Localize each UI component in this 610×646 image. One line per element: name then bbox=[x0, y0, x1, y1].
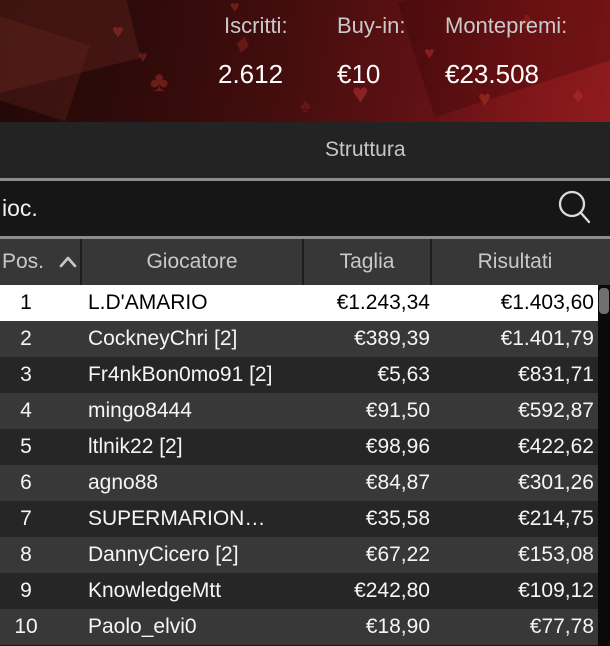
search-bar bbox=[0, 181, 610, 236]
row-stake: €389,39 bbox=[354, 327, 430, 350]
row-stake: €1.243,34 bbox=[336, 291, 430, 314]
separator bbox=[0, 178, 610, 181]
row-pos: 8 bbox=[20, 543, 32, 566]
row-player: KnowledgeMtt bbox=[88, 579, 222, 602]
row-result: €301,26 bbox=[518, 471, 594, 494]
row-stake: €35,58 bbox=[365, 507, 430, 530]
sort-asc-icon bbox=[58, 250, 78, 274]
row-result: €592,87 bbox=[518, 399, 594, 422]
scrollbar-header-cap bbox=[598, 239, 610, 285]
row-player: ltlnik22 [2] bbox=[88, 435, 183, 458]
column-header-pos[interactable]: Pos. bbox=[0, 239, 80, 285]
table-row[interactable]: 4 mingo8444 €91,50 €592,87 bbox=[0, 393, 598, 429]
tab-struttura[interactable]: Struttura bbox=[325, 138, 406, 161]
row-pos: 5 bbox=[20, 435, 32, 458]
stat-buyin: Buy-in: €10 bbox=[337, 13, 405, 90]
row-stake: €18,90 bbox=[365, 615, 430, 638]
stat-value: €10 bbox=[337, 59, 381, 89]
row-result: €214,75 bbox=[518, 507, 594, 530]
row-pos: 3 bbox=[20, 363, 32, 386]
table-row[interactable]: 10 Paolo_elvi0 €18,90 €77,78 bbox=[0, 609, 598, 645]
stat-montepremi: Montepremi: €23.508 bbox=[445, 13, 567, 90]
row-result: €77,78 bbox=[529, 615, 594, 638]
table-row[interactable]: 2 CockneyChri [2] €389,39 €1.401,79 bbox=[0, 321, 598, 357]
row-player: CockneyChri [2] bbox=[88, 327, 238, 350]
tab-bar: Struttura bbox=[0, 122, 610, 178]
separator bbox=[0, 236, 610, 239]
column-label: Risultati bbox=[477, 250, 553, 273]
column-label: Taglia bbox=[339, 250, 395, 273]
table-row[interactable]: 7 SUPERMARION… €35,58 €214,75 bbox=[0, 501, 598, 537]
tournament-banner: Iscritti: 2.612 Buy-in: €10 Montepremi: … bbox=[0, 0, 610, 122]
column-header-taglia[interactable]: Taglia bbox=[302, 239, 430, 285]
row-pos: 6 bbox=[20, 471, 32, 494]
stat-iscritti: Iscritti: 2.612 bbox=[218, 13, 288, 90]
row-player: SUPERMARION… bbox=[88, 507, 266, 530]
table-body: 1 L.D'AMARIO €1.243,34 €1.403,60 2 Cockn… bbox=[0, 285, 610, 646]
row-result: €153,08 bbox=[518, 543, 594, 566]
row-player: Fr4nkBon0mo91 [2] bbox=[88, 363, 273, 386]
search-icon[interactable] bbox=[556, 189, 594, 234]
row-result: €109,12 bbox=[518, 579, 594, 602]
row-pos: 1 bbox=[20, 291, 32, 314]
stat-label: Iscritti: bbox=[224, 13, 288, 38]
row-result: €1.403,60 bbox=[500, 291, 594, 314]
row-pos: 7 bbox=[20, 507, 32, 530]
stat-label: Montepremi: bbox=[445, 13, 568, 38]
scrollbar[interactable] bbox=[598, 285, 610, 646]
row-player: Paolo_elvi0 bbox=[88, 615, 197, 638]
row-stake: €242,80 bbox=[354, 579, 430, 602]
column-label: Pos. bbox=[2, 250, 45, 273]
table-row[interactable]: 8 DannyCicero [2] €67,22 €153,08 bbox=[0, 537, 598, 573]
stat-label: Buy-in: bbox=[337, 13, 406, 38]
stat-value: €23.508 bbox=[445, 59, 539, 89]
stat-value: 2.612 bbox=[218, 59, 284, 89]
results-rows: 1 L.D'AMARIO €1.243,34 €1.403,60 2 Cockn… bbox=[0, 285, 598, 645]
table-header: Pos. Giocatore Taglia Risultati bbox=[0, 239, 610, 285]
row-pos: 2 bbox=[20, 327, 32, 350]
row-pos: 4 bbox=[20, 399, 32, 422]
column-header-giocatore[interactable]: Giocatore bbox=[80, 239, 302, 285]
search-input[interactable] bbox=[2, 181, 542, 236]
table-row[interactable]: 5 ltlnik22 [2] €98,96 €422,62 bbox=[0, 429, 598, 465]
column-label: Giocatore bbox=[146, 250, 238, 273]
scrollbar-thumb[interactable] bbox=[599, 288, 609, 314]
table-row[interactable]: 3 Fr4nkBon0mo91 [2] €5,63 €831,71 bbox=[0, 357, 598, 393]
row-pos: 10 bbox=[14, 615, 38, 638]
row-stake: €84,87 bbox=[365, 471, 430, 494]
row-player: mingo8444 bbox=[88, 399, 192, 422]
table-row[interactable]: 6 agno88 €84,87 €301,26 bbox=[0, 465, 598, 501]
row-result: €422,62 bbox=[518, 435, 594, 458]
row-stake: €5,63 bbox=[377, 363, 430, 386]
row-pos: 9 bbox=[20, 579, 32, 602]
row-result: €1.401,79 bbox=[500, 327, 594, 350]
table-row[interactable]: 9 KnowledgeMtt €242,80 €109,12 bbox=[0, 573, 598, 609]
row-player: DannyCicero [2] bbox=[88, 543, 239, 566]
column-header-risultati[interactable]: Risultati bbox=[430, 239, 598, 285]
row-stake: €67,22 bbox=[365, 543, 430, 566]
row-player: L.D'AMARIO bbox=[88, 291, 208, 314]
row-result: €831,71 bbox=[518, 363, 594, 386]
row-stake: €98,96 bbox=[365, 435, 430, 458]
tournament-stats: Iscritti: 2.612 Buy-in: €10 Montepremi: … bbox=[0, 0, 610, 122]
row-player: agno88 bbox=[88, 471, 159, 494]
table-row[interactable]: 1 L.D'AMARIO €1.243,34 €1.403,60 bbox=[0, 285, 598, 321]
row-stake: €91,50 bbox=[365, 399, 430, 422]
